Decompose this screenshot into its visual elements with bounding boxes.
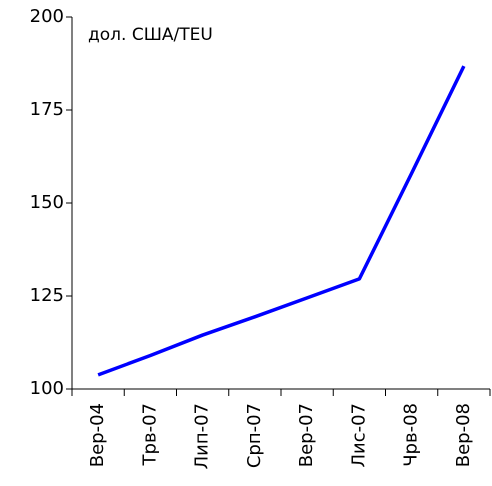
y-tick-label: 175 bbox=[30, 99, 64, 120]
y-tick-label: 200 bbox=[30, 6, 64, 27]
x-tick-label: Вер-04 bbox=[87, 403, 108, 467]
x-tick-label: Лип-07 bbox=[192, 403, 213, 469]
y-tick-label: 150 bbox=[30, 192, 64, 213]
x-tick-label: Срп-07 bbox=[244, 403, 265, 468]
y-tick-label: 100 bbox=[30, 378, 64, 399]
x-tick-label: Лис-07 bbox=[348, 403, 369, 468]
x-tick-label: Чрв-08 bbox=[401, 403, 422, 467]
line bbox=[97, 65, 466, 377]
y-unit-label: дол. США/TEU bbox=[88, 25, 213, 45]
y-tick-label: 125 bbox=[30, 285, 64, 306]
x-tick-label: Вер-08 bbox=[453, 403, 474, 467]
x-tick-label: Трв-07 bbox=[139, 403, 160, 466]
x-tick-label: Вер-07 bbox=[296, 403, 317, 467]
